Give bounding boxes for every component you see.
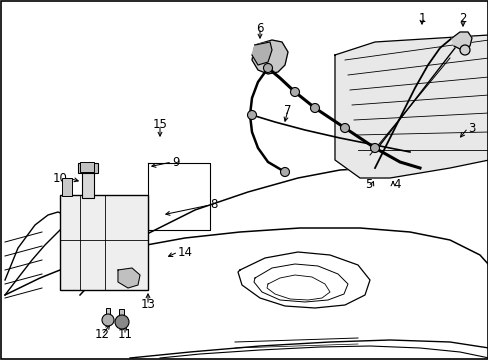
Polygon shape	[251, 42, 271, 65]
Text: 13: 13	[140, 298, 155, 311]
Text: 11: 11	[117, 328, 132, 342]
Circle shape	[280, 167, 289, 176]
Circle shape	[102, 314, 114, 326]
Text: 15: 15	[152, 118, 167, 131]
Bar	[106, 308, 110, 321]
Text: 8: 8	[209, 198, 217, 211]
Text: 9: 9	[172, 156, 179, 168]
Polygon shape	[334, 35, 488, 178]
Circle shape	[340, 123, 349, 132]
Circle shape	[290, 87, 299, 96]
Text: 12: 12	[94, 328, 109, 342]
Circle shape	[370, 144, 379, 153]
Text: 2: 2	[458, 12, 466, 24]
Polygon shape	[451, 32, 471, 50]
Bar	[60, 195, 148, 290]
Text: 3: 3	[467, 122, 474, 135]
Bar	[80, 162, 94, 172]
Polygon shape	[118, 268, 140, 288]
Text: 10: 10	[53, 171, 68, 184]
Circle shape	[263, 63, 272, 72]
Circle shape	[115, 315, 129, 329]
Polygon shape	[251, 40, 287, 74]
Text: 5: 5	[364, 179, 371, 192]
Bar	[119, 309, 124, 323]
Circle shape	[247, 111, 256, 120]
Text: 7: 7	[284, 104, 291, 117]
Text: 14: 14	[178, 246, 193, 258]
Circle shape	[310, 104, 319, 112]
Bar	[82, 170, 94, 198]
Text: 6: 6	[256, 22, 263, 35]
Bar	[78, 163, 98, 173]
Text: 1: 1	[417, 12, 425, 24]
Circle shape	[459, 45, 469, 55]
Bar	[62, 178, 72, 196]
Text: 4: 4	[392, 179, 400, 192]
